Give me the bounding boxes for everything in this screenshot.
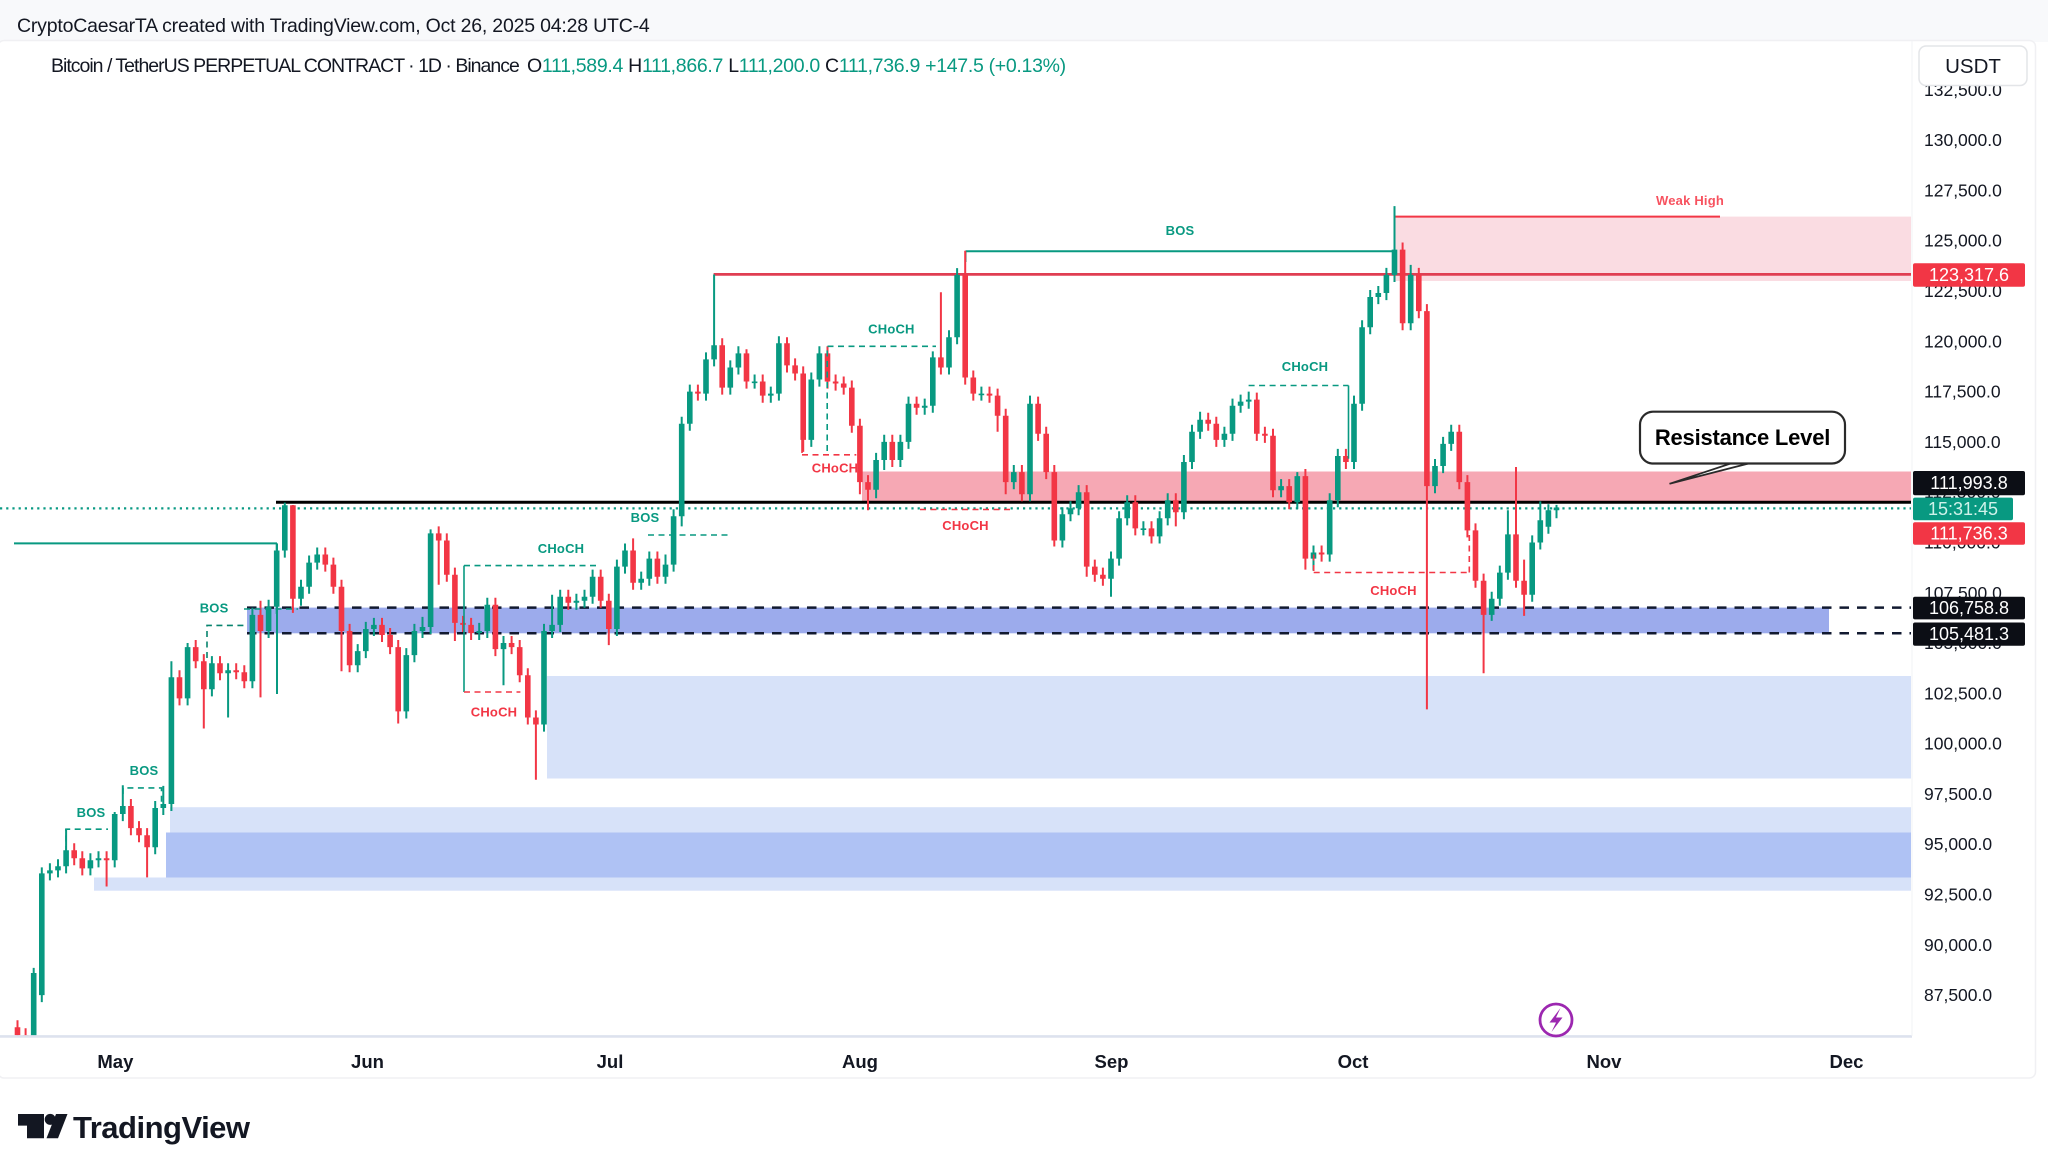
svg-text:100,000.0: 100,000.0 bbox=[1924, 734, 2002, 754]
svg-text:BOS: BOS bbox=[130, 763, 159, 778]
svg-text:Nov: Nov bbox=[1587, 1051, 1623, 1072]
svg-text:BOS: BOS bbox=[1166, 223, 1195, 238]
svg-text:111,993.8: 111,993.8 bbox=[1930, 473, 2007, 493]
svg-text:Aug: Aug bbox=[842, 1051, 878, 1072]
svg-text:115,000.0: 115,000.0 bbox=[1924, 432, 2001, 452]
svg-text:102,500.0: 102,500.0 bbox=[1924, 683, 2002, 703]
svg-text:Bitcoin / TetherUS PERPETUAL C: Bitcoin / TetherUS PERPETUAL CONTRACT · … bbox=[51, 55, 519, 77]
svg-text:Dec: Dec bbox=[1830, 1051, 1864, 1072]
svg-text:15:31:45: 15:31:45 bbox=[1928, 499, 1998, 519]
svg-text:Sep: Sep bbox=[1095, 1051, 1129, 1072]
svg-text:92,500.0: 92,500.0 bbox=[1924, 885, 1992, 905]
svg-text:CHoCH: CHoCH bbox=[1370, 583, 1417, 598]
svg-text:Oct: Oct bbox=[1338, 1051, 1369, 1072]
svg-text:97,500.0: 97,500.0 bbox=[1924, 784, 1992, 804]
svg-text:Jun: Jun bbox=[351, 1051, 384, 1072]
svg-text:87,500.0: 87,500.0 bbox=[1924, 985, 1992, 1005]
svg-text:111,736.3: 111,736.3 bbox=[1930, 524, 2007, 544]
svg-text:117,500.0: 117,500.0 bbox=[1924, 382, 2001, 402]
svg-text:USDT: USDT bbox=[1945, 55, 2001, 78]
svg-text:May: May bbox=[97, 1051, 134, 1072]
svg-text:BOS: BOS bbox=[631, 510, 660, 525]
svg-text:127,500.0: 127,500.0 bbox=[1924, 180, 2002, 200]
svg-text:O111,589.4 H111,866.7 L111,200: O111,589.4 H111,866.7 L111,200.0 C111,73… bbox=[527, 55, 1066, 77]
svg-text:95,000.0: 95,000.0 bbox=[1924, 834, 1992, 854]
svg-text:Weak High: Weak High bbox=[1656, 193, 1724, 208]
svg-text:CryptoCaesarTA created with Tr: CryptoCaesarTA created with TradingView.… bbox=[17, 15, 650, 37]
svg-text:CHoCH: CHoCH bbox=[942, 518, 989, 533]
svg-text:CHoCH: CHoCH bbox=[1282, 359, 1329, 374]
svg-text:TradingView: TradingView bbox=[73, 1110, 251, 1145]
svg-text:106,758.8: 106,758.8 bbox=[1929, 598, 2009, 618]
svg-text:Resistance Level: Resistance Level bbox=[1655, 425, 1830, 450]
svg-text:105,481.3: 105,481.3 bbox=[1929, 624, 2009, 644]
svg-text:125,000.0: 125,000.0 bbox=[1924, 231, 2002, 251]
svg-text:120,000.0: 120,000.0 bbox=[1924, 331, 2002, 351]
svg-text:123,317.6: 123,317.6 bbox=[1929, 265, 2009, 285]
svg-text:BOS: BOS bbox=[200, 601, 229, 616]
svg-text:CHoCH: CHoCH bbox=[812, 461, 859, 476]
svg-text:130,000.0: 130,000.0 bbox=[1924, 130, 2002, 150]
svg-text:CHoCH: CHoCH bbox=[868, 322, 915, 337]
svg-text:BOS: BOS bbox=[77, 805, 106, 820]
svg-text:CHoCH: CHoCH bbox=[538, 541, 585, 556]
svg-text:Jul: Jul bbox=[597, 1051, 624, 1072]
svg-text:CHoCH: CHoCH bbox=[471, 705, 518, 720]
svg-text:90,000.0: 90,000.0 bbox=[1924, 935, 1992, 955]
